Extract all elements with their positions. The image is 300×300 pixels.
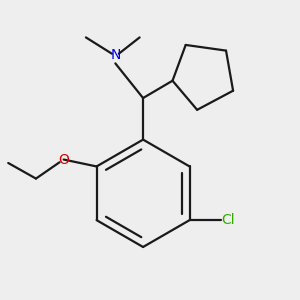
Text: Cl: Cl [221, 213, 235, 227]
Text: N: N [110, 48, 121, 62]
Text: O: O [58, 152, 69, 167]
